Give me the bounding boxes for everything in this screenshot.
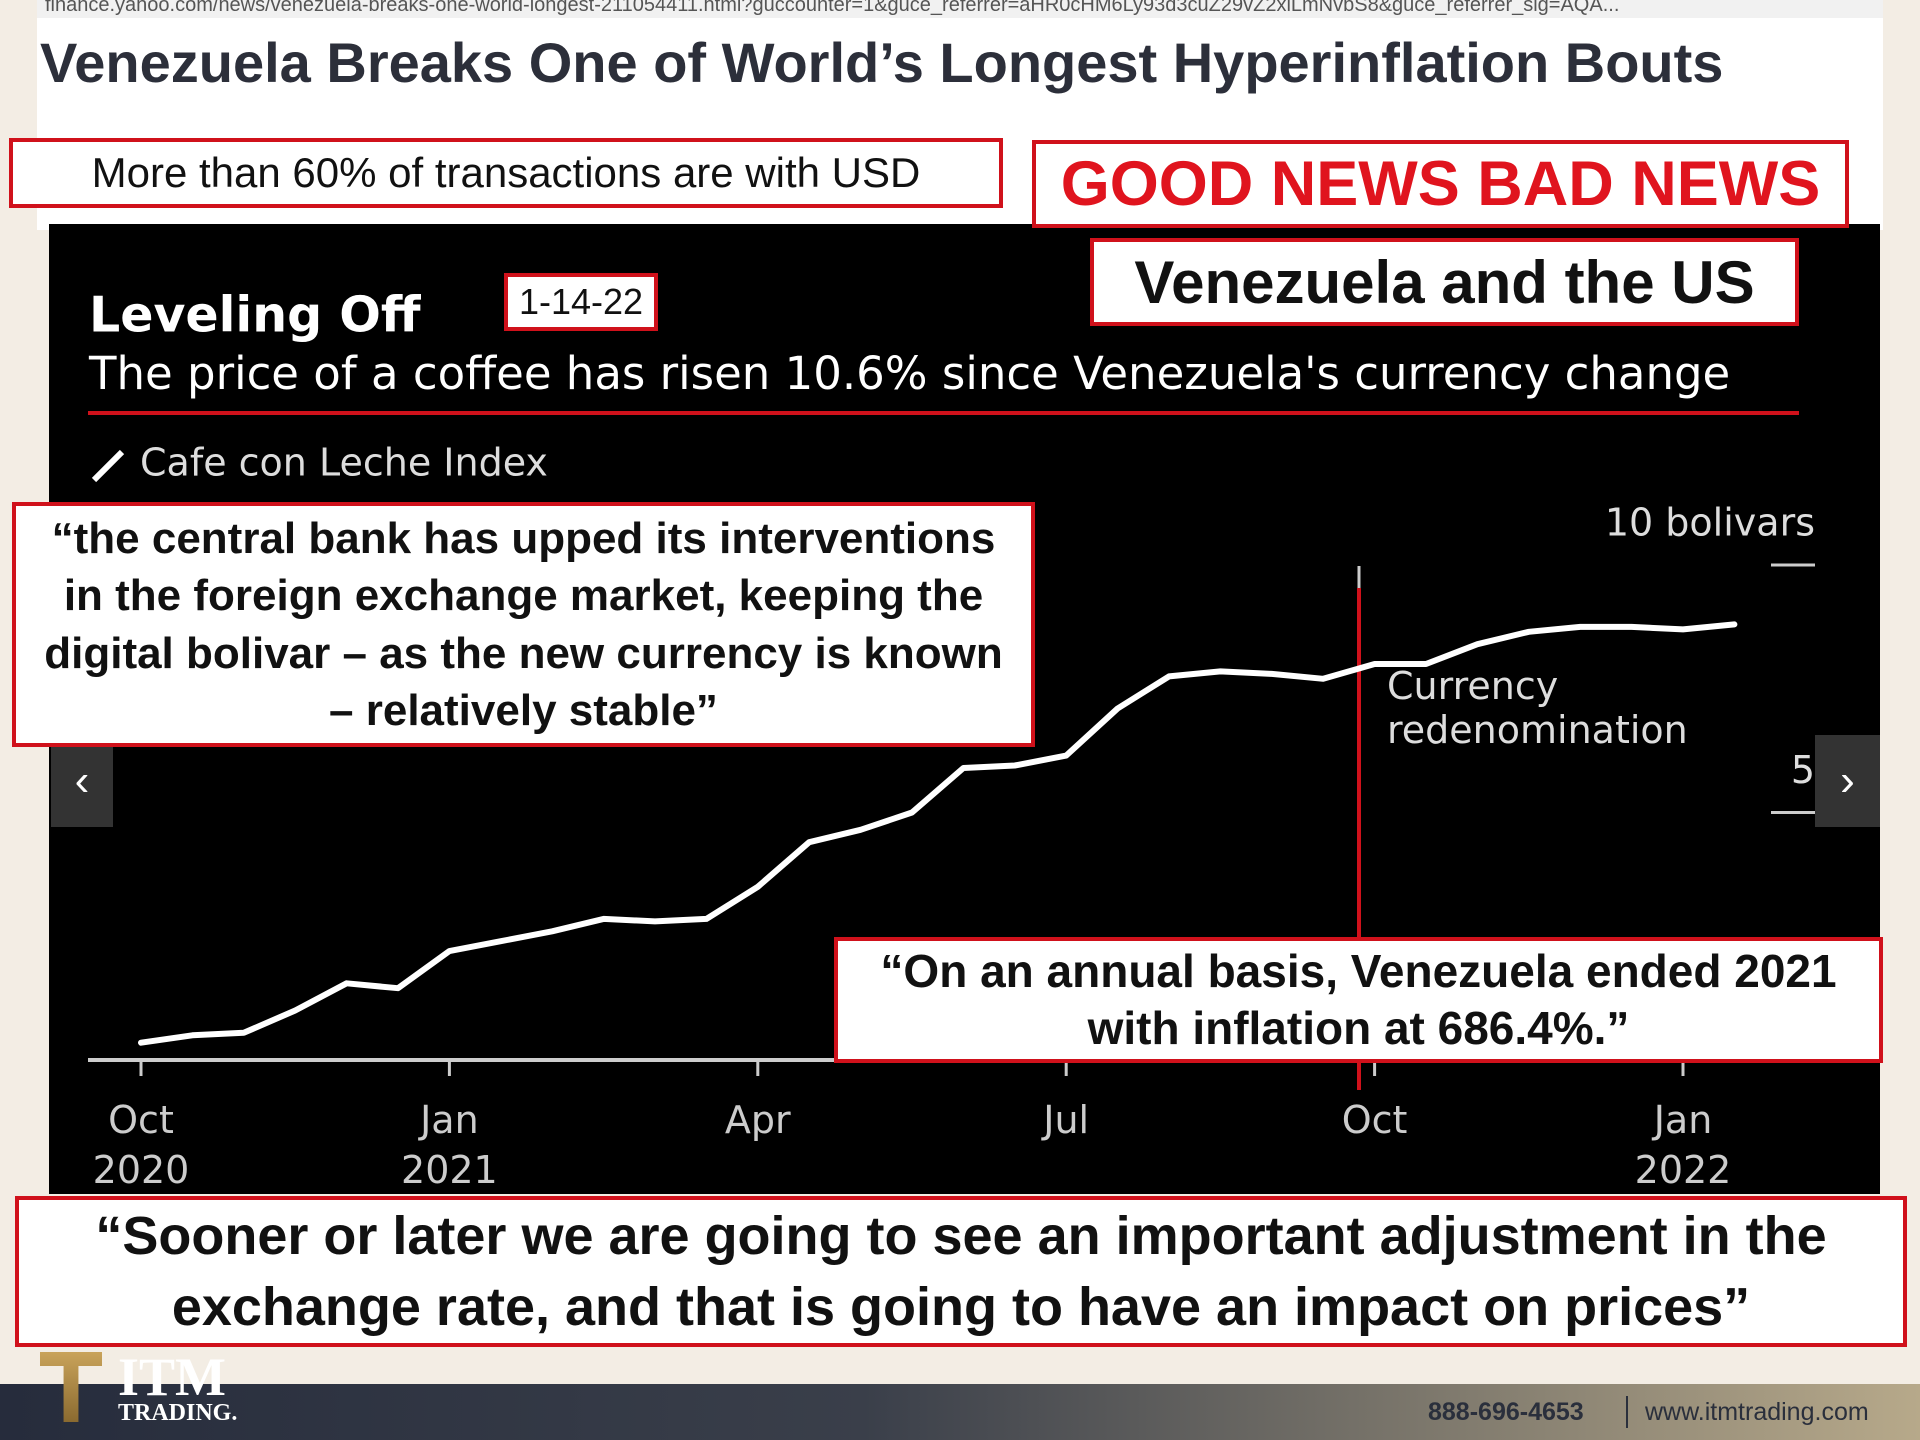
x-tick-label: Oct <box>1341 1098 1408 1142</box>
x-tick-label: Jan 2022 <box>1634 1098 1732 1192</box>
x-tick-label: Apr <box>724 1098 791 1142</box>
legend-label: Cafe con Leche Index <box>140 441 548 485</box>
legend-swatch <box>91 449 125 483</box>
prev-button[interactable]: ‹ <box>51 735 113 827</box>
topic-callout: Venezuela and the US <box>1090 238 1799 326</box>
brand: ITM <box>118 1347 226 1407</box>
x-tick-label: Jul <box>1043 1098 1090 1142</box>
url-bar: finance.yahoo.com/news/venezuela-breaks-… <box>37 0 1883 18</box>
usd-callout: More than 60% of transactions are with U… <box>9 138 1003 208</box>
chart-title: Leveling Off <box>89 287 422 344</box>
headline: Venezuela Breaks One of World’s Longest … <box>40 31 1724 94</box>
footer-bar <box>0 1384 1920 1440</box>
next-button[interactable]: › <box>1815 735 1880 827</box>
y-tick-label: 10 bolivars <box>1605 501 1815 545</box>
brand-sub: TRADING. <box>118 1400 238 1426</box>
annotation: Currency redenomination <box>1387 664 1688 752</box>
separator <box>1626 1396 1628 1428</box>
x-tick-label: Oct 2020 <box>92 1098 190 1192</box>
site: www.itmtrading.com <box>1645 1398 1869 1426</box>
chart-subtitle: The price of a coffee has risen 10.6% si… <box>88 347 1730 400</box>
data-line <box>138 621 1738 1046</box>
good-bad-callout: GOOD NEWS BAD NEWS <box>1032 140 1849 228</box>
annual-quote: “On an annual basis, Venezuela ended 202… <box>834 937 1883 1063</box>
central-bank-quote: “the central bank has upped its interven… <box>12 502 1035 747</box>
phone: 888-696-4653 <box>1428 1398 1584 1426</box>
y-tick-label: 5 <box>1791 748 1815 792</box>
adjustment-quote: “Sooner or later we are going to see an … <box>15 1196 1907 1347</box>
url: finance.yahoo.com/news/venezuela-breaks-… <box>45 0 1620 16</box>
date-callout: 1-14-22 <box>504 273 658 331</box>
x-tick-label: Jan 2021 <box>401 1098 498 1192</box>
